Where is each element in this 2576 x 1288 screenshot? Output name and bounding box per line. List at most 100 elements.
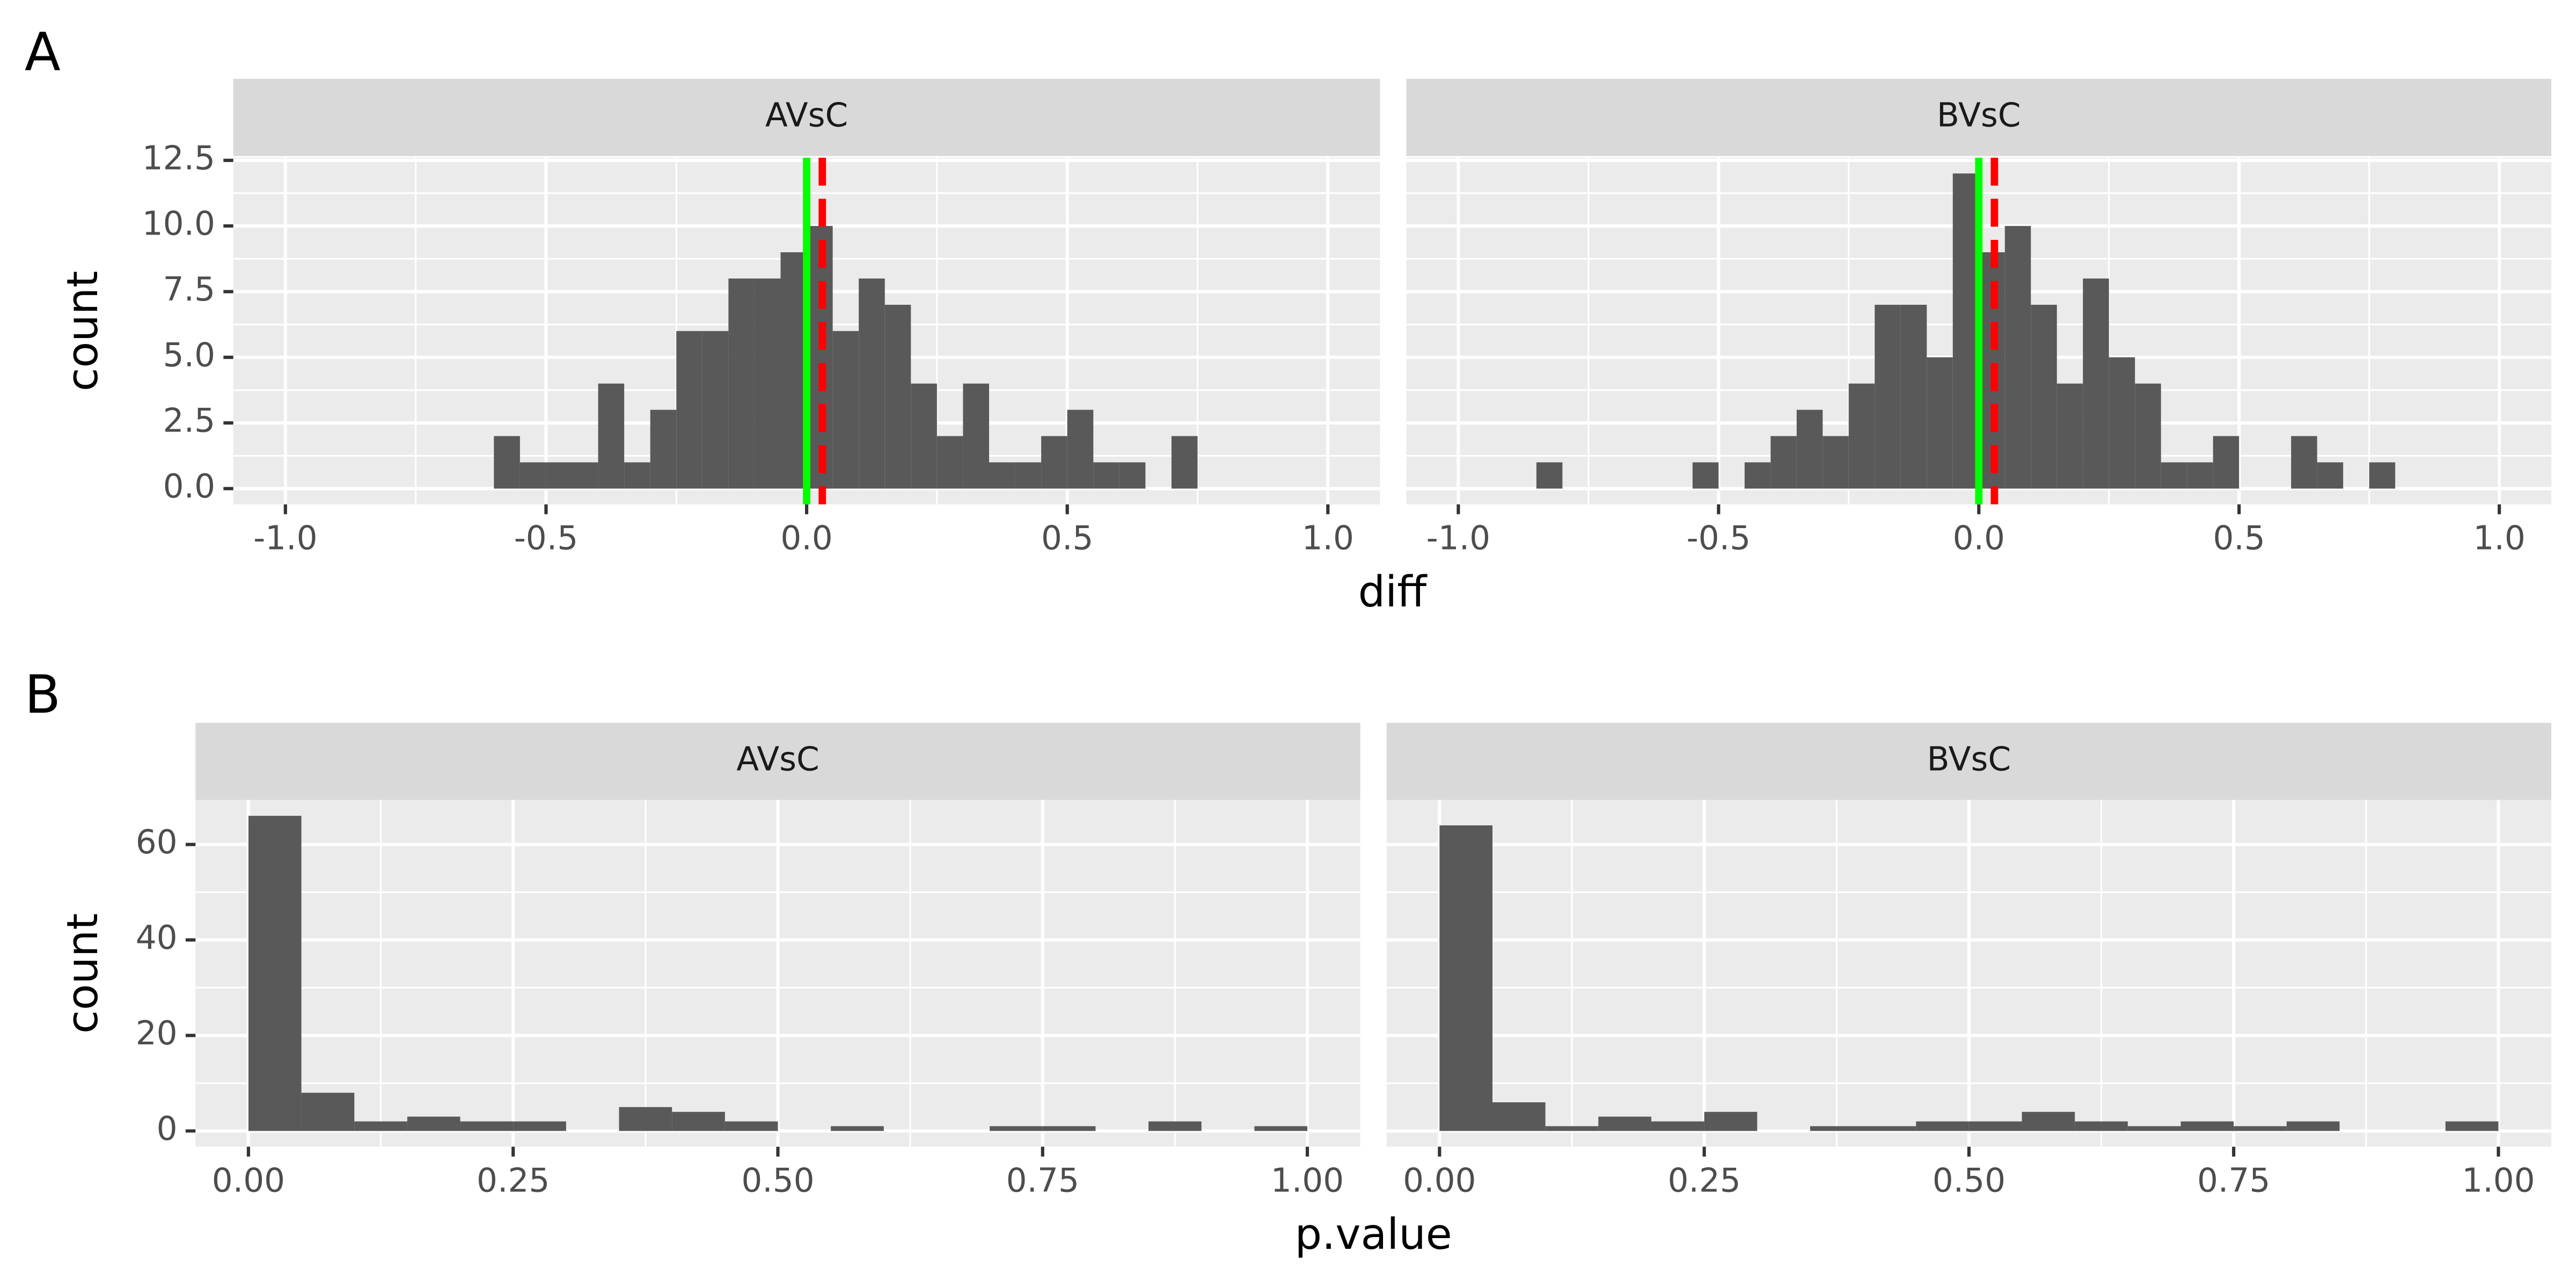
bar bbox=[1492, 1102, 1546, 1131]
y-tick-label: 20 bbox=[136, 1014, 178, 1052]
x-tick-label: 1.00 bbox=[1271, 1162, 1344, 1200]
bar bbox=[884, 304, 911, 489]
bar bbox=[2022, 1111, 2075, 1131]
bar bbox=[1254, 1126, 1308, 1131]
bar bbox=[859, 278, 885, 489]
bar bbox=[963, 383, 989, 489]
x-tick-label: 0.00 bbox=[1403, 1162, 1476, 1200]
bar bbox=[301, 1093, 355, 1131]
bar bbox=[2445, 1121, 2499, 1131]
bar bbox=[519, 462, 546, 489]
x-tick-label: 0.5 bbox=[1041, 519, 1093, 558]
x-tick-label: -0.5 bbox=[1687, 519, 1751, 558]
bar bbox=[2161, 462, 2187, 489]
bar bbox=[989, 462, 1015, 489]
bar bbox=[2291, 436, 2317, 489]
x-tick-label: 0.00 bbox=[212, 1162, 285, 1200]
x-axis-title: diff bbox=[1358, 567, 1428, 617]
y-axis-title: count bbox=[57, 271, 107, 392]
bar bbox=[513, 1121, 566, 1131]
bar bbox=[1439, 825, 1492, 1131]
bar bbox=[2109, 357, 2135, 489]
facet-title: AVsC bbox=[765, 96, 848, 134]
bar bbox=[572, 462, 598, 489]
bar bbox=[672, 1111, 725, 1131]
bar bbox=[2057, 383, 2083, 489]
x-tick-label: 0.25 bbox=[477, 1162, 550, 1200]
bar bbox=[1148, 1121, 1202, 1131]
bar bbox=[1015, 462, 1042, 489]
bar bbox=[2127, 1126, 2181, 1131]
facet-title: AVsC bbox=[736, 740, 819, 778]
bar bbox=[936, 436, 963, 489]
bar bbox=[728, 278, 755, 489]
x-tick-label: 0.0 bbox=[780, 519, 832, 558]
y-tick-label: 7.5 bbox=[163, 270, 215, 309]
bar bbox=[546, 462, 573, 489]
bar bbox=[2369, 462, 2396, 489]
bar bbox=[1041, 436, 1067, 489]
bar bbox=[650, 409, 677, 489]
x-tick-label: 0.75 bbox=[1006, 1162, 1079, 1200]
bar bbox=[1848, 383, 1875, 489]
facet-strip bbox=[195, 722, 1360, 800]
bar bbox=[1171, 436, 1198, 489]
bar bbox=[1810, 1126, 1863, 1131]
bar bbox=[1900, 304, 1927, 489]
bar bbox=[2234, 1126, 2287, 1131]
x-tick-label: 1.0 bbox=[2473, 519, 2525, 558]
bar bbox=[1651, 1121, 1704, 1131]
bar bbox=[2135, 383, 2161, 489]
bar bbox=[598, 383, 625, 489]
bar bbox=[676, 331, 702, 489]
y-tick-label: 5.0 bbox=[163, 336, 215, 374]
x-axis-title: p.value bbox=[1295, 1209, 1452, 1259]
bar bbox=[619, 1107, 672, 1131]
bar bbox=[754, 278, 781, 489]
bar bbox=[1927, 357, 1953, 489]
panel-tag: A bbox=[25, 22, 61, 83]
y-tick-label: 12.5 bbox=[142, 139, 215, 177]
y-tick-label: 60 bbox=[136, 823, 178, 861]
bar bbox=[2083, 278, 2109, 489]
bar bbox=[1875, 304, 1901, 489]
bar bbox=[1796, 409, 1823, 489]
bar bbox=[1863, 1126, 1916, 1131]
bar bbox=[831, 1126, 884, 1131]
bar bbox=[248, 816, 302, 1131]
x-tick-label: 0.25 bbox=[1667, 1162, 1740, 1200]
y-tick-label: 40 bbox=[136, 919, 178, 957]
bar bbox=[807, 226, 833, 489]
bar bbox=[911, 383, 937, 489]
y-tick-label: 0 bbox=[157, 1110, 178, 1148]
y-axis-title: count bbox=[57, 913, 107, 1034]
bar bbox=[2187, 462, 2213, 489]
bar bbox=[1119, 462, 1146, 489]
bar bbox=[832, 331, 859, 489]
x-tick-label: 0.50 bbox=[741, 1162, 814, 1200]
bar bbox=[702, 331, 729, 489]
x-tick-label: -0.5 bbox=[514, 519, 578, 558]
x-tick-label: 0.50 bbox=[1933, 1162, 2006, 1200]
facet-title: BVsC bbox=[1937, 96, 2021, 134]
bar bbox=[990, 1126, 1043, 1131]
bar bbox=[1704, 1111, 1758, 1131]
bar bbox=[1744, 462, 1771, 489]
x-tick-label: 0.75 bbox=[2197, 1162, 2270, 1200]
x-tick-label: 0.5 bbox=[2213, 519, 2265, 558]
bar bbox=[1536, 462, 1563, 489]
bar bbox=[2213, 436, 2240, 489]
facet-strip bbox=[1386, 722, 2552, 800]
bar bbox=[1692, 462, 1719, 489]
x-tick-label: 0.0 bbox=[1953, 519, 2005, 558]
bar bbox=[1598, 1116, 1651, 1131]
facet-title: BVsC bbox=[1927, 740, 2011, 778]
bar bbox=[1042, 1126, 1096, 1131]
bar bbox=[2180, 1121, 2234, 1131]
y-tick-label: 10.0 bbox=[142, 205, 215, 243]
bar bbox=[1952, 173, 1979, 489]
bar bbox=[407, 1116, 460, 1131]
bar bbox=[494, 436, 520, 489]
y-tick-label: 2.5 bbox=[163, 402, 215, 440]
